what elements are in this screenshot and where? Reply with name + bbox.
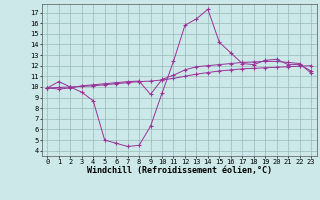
- X-axis label: Windchill (Refroidissement éolien,°C): Windchill (Refroidissement éolien,°C): [87, 166, 272, 175]
